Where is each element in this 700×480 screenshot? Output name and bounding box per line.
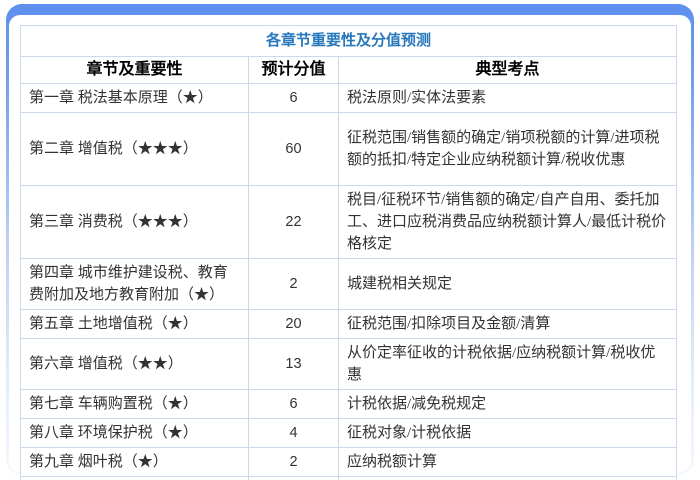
score-cell: 13 (248, 338, 339, 390)
score-cell: 20 (248, 309, 339, 339)
chapter-cell: 第六章 增值税（★★） (20, 338, 249, 390)
table-row-chapter-2: 第二章 增值税（★★★） 60 征税范围/销售额的确定/销项税额的计算/进项税额… (20, 112, 678, 186)
chapter-cell: 第十章 关税（★） (20, 476, 249, 480)
table-row-chapter-7: 第七章 车辆购置税（★） 6 计税依据/减免税规定 (20, 389, 678, 419)
chapter-cell: 第三章 消费税（★★★） (20, 185, 249, 259)
chapter-cell: 第一章 税法基本原理（★） (20, 83, 249, 113)
table-row-chapter-10: 第十章 关税（★） 5 进口货物完税价格/进口三税计算 (20, 476, 678, 480)
chapter-cell: 第二章 增值税（★★★） (20, 112, 249, 186)
table-title: 各章节重要性及分值预测 (19, 25, 678, 57)
score-cell: 6 (248, 83, 339, 113)
score-cell: 5 (248, 476, 339, 480)
points-cell: 征税对象/计税依据 (337, 418, 678, 448)
chapter-cell: 第九章 烟叶税（★） (20, 447, 249, 477)
chapter-cell: 第七章 车辆购置税（★） (20, 389, 249, 419)
score-cell: 22 (248, 185, 339, 259)
chapter-cell: 第五章 土地增值税（★） (20, 309, 249, 339)
points-cell: 征税范围/销售额的确定/销项税额的计算/进项税额的抵扣/特定企业应纳税额计算/税… (337, 112, 678, 186)
points-cell: 计税依据/减免税规定 (337, 389, 678, 419)
points-cell: 应纳税额计算 (337, 447, 678, 477)
col-header-chapter: 章节及重要性 (20, 56, 249, 84)
col-header-score: 预计分值 (248, 56, 339, 84)
table-row-chapter-5: 第五章 土地增值税（★） 20 征税范围/扣除项目及金额/清算 (20, 309, 678, 339)
score-cell: 4 (248, 418, 339, 448)
table-title-row: 各章节重要性及分值预测 (19, 25, 678, 57)
points-cell: 征税范围/扣除项目及金额/清算 (337, 309, 678, 339)
score-cell: 6 (248, 389, 339, 419)
chapter-cell: 第八章 环境保护税（★） (20, 418, 249, 448)
chapter-cell: 第四章 城市维护建设税、教育费附加及地方教育附加（★） (20, 258, 249, 310)
points-cell: 税目/征税环节/销售额的确定/自产自用、委托加工、进口应税消费品应纳税额计算人/… (337, 185, 678, 259)
frame-inner-panel: 各章节重要性及分值预测 章节及重要性 预计分值 典型考点 第一章 税法基本原理（… (9, 15, 691, 480)
score-cell: 2 (248, 447, 339, 477)
points-cell: 从价定率征收的计税依据/应纳税额计算/税收优惠 (337, 338, 678, 390)
table-row-chapter-6: 第六章 增值税（★★） 13 从价定率征收的计税依据/应纳税额计算/税收优惠 (20, 338, 678, 390)
points-cell: 进口货物完税价格/进口三税计算 (337, 476, 678, 480)
score-cell: 2 (248, 258, 339, 310)
table-row-chapter-3: 第三章 消费税（★★★） 22 税目/征税环节/销售额的确定/自产自用、委托加工… (20, 185, 678, 259)
points-cell: 税法原则/实体法要素 (337, 83, 678, 113)
table-row-chapter-1: 第一章 税法基本原理（★） 6 税法原则/实体法要素 (20, 83, 678, 113)
score-cell: 60 (248, 112, 339, 186)
table-row-chapter-4: 第四章 城市维护建设税、教育费附加及地方教育附加（★） 2 城建税相关规定 (20, 258, 678, 310)
table-row-chapter-9: 第九章 烟叶税（★） 2 应纳税额计算 (20, 447, 678, 477)
table-header-row: 章节及重要性 预计分值 典型考点 (20, 56, 678, 84)
score-prediction-table: 各章节重要性及分值预测 章节及重要性 预计分值 典型考点 第一章 税法基本原理（… (19, 25, 678, 480)
points-cell: 城建税相关规定 (337, 258, 678, 310)
col-header-points: 典型考点 (337, 56, 678, 84)
table-row-chapter-8: 第八章 环境保护税（★） 4 征税对象/计税依据 (20, 418, 678, 448)
decorative-frame: 各章节重要性及分值预测 章节及重要性 预计分值 典型考点 第一章 税法基本原理（… (6, 4, 694, 480)
